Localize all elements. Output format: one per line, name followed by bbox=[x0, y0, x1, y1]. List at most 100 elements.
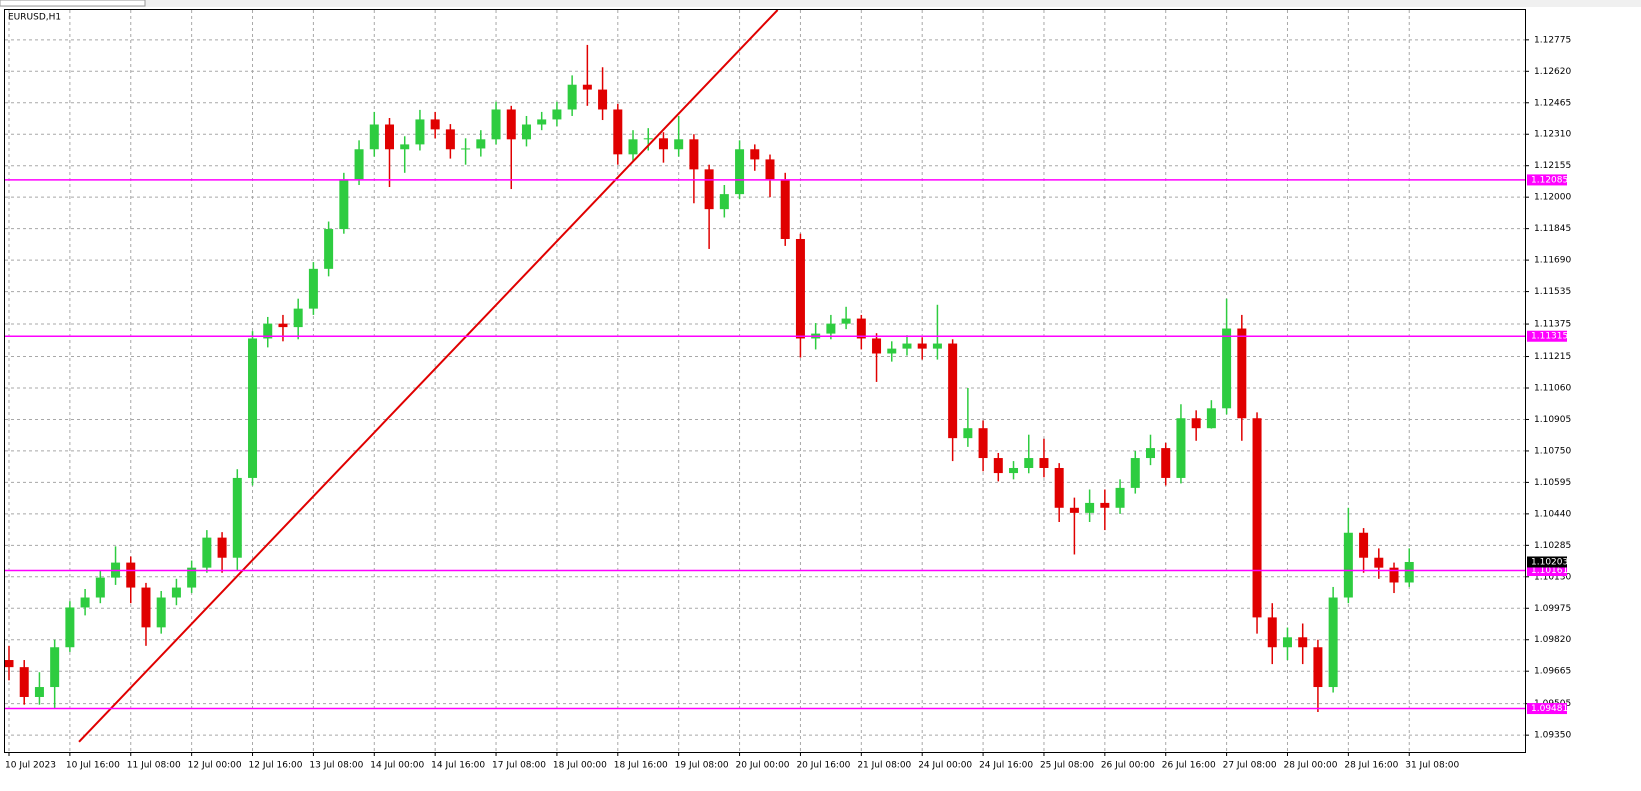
x-tick-label: 11 Jul 08:00 bbox=[127, 761, 181, 771]
candle-body bbox=[430, 119, 440, 130]
x-tick-label: 14 Jul 00:00 bbox=[370, 761, 424, 771]
y-tick-label: 1.11845 bbox=[1534, 224, 1571, 234]
candle-body bbox=[872, 338, 882, 354]
x-tick-label: 26 Jul 00:00 bbox=[1101, 761, 1155, 771]
level-label-bg bbox=[1527, 330, 1567, 342]
y-tick-label: 1.11690 bbox=[1534, 256, 1571, 266]
x-tick-label: 28 Jul 16:00 bbox=[1344, 761, 1398, 771]
y-tick-label: 1.10905 bbox=[1534, 415, 1571, 425]
candle-body bbox=[856, 318, 866, 339]
level-label-bg bbox=[1527, 174, 1567, 186]
candle-body bbox=[1252, 418, 1262, 618]
x-tick-label: 10 Jul 16:00 bbox=[66, 761, 120, 771]
candle-body bbox=[34, 687, 44, 697]
y-tick-label: 1.09820 bbox=[1534, 635, 1571, 645]
x-tick-label: 13 Jul 08:00 bbox=[309, 761, 363, 771]
level-label: 1.10161 bbox=[1531, 566, 1568, 576]
x-tick-label: 19 Jul 08:00 bbox=[675, 761, 729, 771]
y-tick-label: 1.09665 bbox=[1534, 667, 1571, 677]
candle-body bbox=[1054, 467, 1064, 508]
candle-body bbox=[1069, 507, 1079, 513]
candle-body bbox=[978, 428, 988, 459]
y-tick-label: 1.11060 bbox=[1534, 384, 1571, 394]
plot bbox=[5, 10, 1525, 743]
candle-body bbox=[1009, 467, 1019, 474]
top-strip bbox=[0, 0, 1641, 7]
y-tick-label: 1.11215 bbox=[1534, 352, 1571, 362]
candle-body bbox=[582, 84, 592, 90]
candle-body bbox=[506, 109, 516, 140]
candle-body bbox=[354, 149, 364, 180]
candle-body bbox=[704, 169, 714, 210]
candle-body bbox=[658, 138, 668, 150]
x-tick-label: 24 Jul 00:00 bbox=[918, 761, 972, 771]
candle-body bbox=[1298, 637, 1308, 648]
candle-body bbox=[293, 308, 303, 328]
candle-body bbox=[5, 660, 14, 668]
x-tick-label: 21 Jul 08:00 bbox=[857, 761, 911, 771]
x-tick-label: 26 Jul 16:00 bbox=[1162, 761, 1216, 771]
candle-body bbox=[1404, 561, 1414, 583]
level-label: 1.09481 bbox=[1531, 704, 1568, 714]
candle-body bbox=[278, 323, 288, 328]
candle-body bbox=[171, 587, 181, 598]
candle-body bbox=[19, 667, 29, 697]
candle-body bbox=[643, 138, 653, 140]
level-label: 1.12085 bbox=[1531, 175, 1568, 185]
candle-body bbox=[369, 124, 379, 150]
candle-body bbox=[1100, 502, 1110, 508]
candle-body bbox=[1130, 458, 1140, 488]
x-tick-label: 20 Jul 16:00 bbox=[796, 761, 850, 771]
candle-body bbox=[1115, 487, 1125, 508]
candle-body bbox=[491, 109, 501, 140]
price-label-bg bbox=[1527, 556, 1567, 568]
candle-body bbox=[308, 268, 318, 309]
candle-body bbox=[826, 323, 836, 334]
candle-body bbox=[65, 607, 75, 648]
candle-body bbox=[917, 343, 927, 349]
candle-body bbox=[232, 477, 242, 558]
candle-body bbox=[689, 139, 699, 170]
x-tick-label: 31 Jul 08:00 bbox=[1405, 761, 1459, 771]
candle-body bbox=[263, 323, 273, 339]
candle-body bbox=[1191, 418, 1201, 429]
x-tick-label: 12 Jul 00:00 bbox=[188, 761, 242, 771]
candle-body bbox=[521, 124, 531, 140]
y-tick-label: 1.09350 bbox=[1534, 731, 1571, 741]
x-tick-label: 24 Jul 16:00 bbox=[979, 761, 1033, 771]
x-tick-label: 18 Jul 16:00 bbox=[614, 761, 668, 771]
y-tick-label: 1.11535 bbox=[1534, 287, 1571, 297]
candle-body bbox=[750, 149, 760, 160]
candle-body bbox=[415, 119, 425, 145]
y-tick-label: 1.12465 bbox=[1534, 98, 1571, 108]
x-tick-label: 20 Jul 00:00 bbox=[736, 761, 790, 771]
price-label: 1.10203 bbox=[1531, 557, 1568, 567]
candle-body bbox=[598, 89, 608, 110]
candle-body bbox=[187, 567, 197, 588]
candle-body bbox=[476, 139, 486, 149]
candle-body bbox=[735, 149, 745, 195]
candle-body bbox=[126, 562, 136, 588]
candle-body bbox=[339, 179, 349, 230]
candle-body bbox=[993, 458, 1003, 474]
x-tick-label: 17 Jul 08:00 bbox=[492, 761, 546, 771]
y-tick-label: 1.10595 bbox=[1534, 478, 1571, 488]
candle-body bbox=[1039, 458, 1049, 468]
y-tick-label: 1.12775 bbox=[1534, 35, 1571, 45]
candle-body bbox=[95, 577, 105, 598]
candle-body bbox=[324, 229, 334, 269]
y-tick-label: 1.10285 bbox=[1534, 541, 1571, 551]
candle-body bbox=[1222, 328, 1232, 409]
x-tick-label: 25 Jul 08:00 bbox=[1040, 761, 1094, 771]
y-tick-label: 1.11375 bbox=[1534, 320, 1571, 330]
x-tick-label: 18 Jul 00:00 bbox=[553, 761, 607, 771]
y-tick-label: 1.12310 bbox=[1534, 130, 1571, 140]
candle-body bbox=[1389, 567, 1399, 583]
chart-title: EURUSD,H1 bbox=[8, 13, 61, 23]
y-tick-label: 1.09975 bbox=[1534, 604, 1571, 614]
candle-body bbox=[217, 537, 227, 558]
axes: 1.12775 1.12620 1.12465 1.12310 1.12155 1.120… bbox=[5, 35, 1571, 770]
candle-body bbox=[400, 144, 410, 150]
candle-body bbox=[1313, 647, 1323, 688]
candle-body bbox=[1206, 408, 1216, 429]
